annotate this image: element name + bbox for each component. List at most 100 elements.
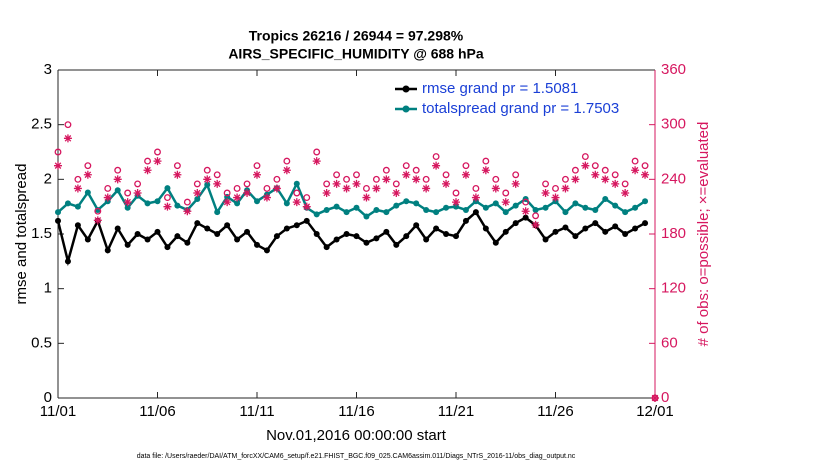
point — [602, 196, 609, 203]
y2-tick-label: 120 — [661, 280, 686, 297]
point — [562, 209, 569, 216]
y-tick-label: 0.5 — [31, 334, 52, 351]
obs-evaluated — [292, 198, 301, 207]
chart-subtitle: AIRS_SPECIFIC_HUMIDITY @ 688 hPa — [228, 46, 484, 62]
point — [632, 204, 639, 211]
obs-possible — [283, 157, 291, 165]
obs-evaluated — [372, 184, 381, 193]
obs-possible — [512, 171, 520, 179]
x-tick-label: 11/06 — [139, 403, 175, 420]
obs-evaluated — [203, 175, 212, 184]
point — [443, 204, 450, 211]
point — [154, 198, 161, 205]
point — [482, 225, 489, 232]
obs-possible — [591, 162, 599, 170]
obs-possible — [363, 184, 370, 192]
obs-possible — [631, 157, 639, 165]
x-axis-label: Nov.01,2016 00:00:00 start — [266, 427, 447, 444]
point — [502, 209, 509, 216]
point — [353, 233, 360, 240]
y2-tick-label: 300 — [661, 116, 686, 133]
footnote: data file: /Users/raeder/DAI/ATM_forcXX/… — [137, 453, 576, 460]
x-tick-label: 11/11 — [239, 403, 274, 420]
point — [214, 231, 221, 237]
obs-evaluated — [581, 161, 590, 170]
obs-possible — [571, 166, 579, 174]
point — [194, 196, 201, 203]
obs-possible — [114, 166, 122, 174]
obs-evaluated — [481, 166, 490, 175]
point — [144, 236, 151, 243]
obs-evaluated — [223, 198, 232, 207]
obs-evaluated — [641, 170, 650, 179]
point — [323, 206, 330, 213]
obs-evaluated — [362, 193, 371, 202]
point — [542, 236, 549, 243]
point — [582, 204, 589, 211]
obs-possible — [621, 180, 629, 188]
obs-possible — [313, 148, 321, 156]
point — [74, 222, 81, 229]
point — [283, 225, 290, 232]
obs-possible — [462, 162, 470, 170]
point — [204, 225, 211, 232]
obs-evaluated — [73, 184, 82, 193]
point — [393, 202, 400, 209]
obs-possible — [303, 194, 311, 202]
point — [293, 222, 300, 229]
obs-possible — [611, 171, 619, 179]
obs-possible — [293, 189, 301, 197]
obs-evaluated — [233, 193, 242, 202]
obs-evaluated — [631, 166, 640, 175]
obs-possible — [193, 180, 201, 188]
obs-possible — [532, 212, 540, 220]
obs-possible — [601, 166, 609, 174]
obs-evaluated — [253, 170, 261, 179]
point — [492, 239, 499, 246]
point — [642, 220, 649, 227]
point — [224, 222, 231, 229]
obs-possible — [402, 162, 410, 170]
obs-evaluated — [153, 157, 162, 166]
point — [303, 217, 310, 224]
y-tick-label: 2 — [44, 170, 52, 187]
obs-evaluated — [611, 179, 620, 188]
point — [542, 204, 549, 211]
point — [572, 200, 579, 207]
obs-possible — [562, 175, 569, 183]
y-tick-label: 1.5 — [31, 225, 52, 242]
point — [482, 204, 489, 211]
obs-possible — [104, 184, 112, 192]
point — [194, 220, 201, 227]
obs-possible — [502, 189, 510, 197]
point — [502, 228, 509, 235]
point — [462, 217, 469, 224]
point — [254, 198, 260, 205]
obs-evaluated — [302, 202, 311, 211]
point — [124, 204, 131, 211]
point — [313, 211, 320, 218]
obs-evaluated — [432, 161, 441, 170]
obs-evaluated — [412, 175, 421, 184]
point — [622, 231, 629, 237]
obs-possible — [452, 189, 460, 197]
obs-possible — [183, 198, 191, 206]
obs-possible — [233, 184, 241, 192]
obs-evaluated — [163, 202, 172, 211]
point — [263, 247, 270, 254]
obs-evaluated — [601, 175, 610, 184]
point — [582, 225, 589, 232]
y-tick-label: 1 — [44, 280, 52, 297]
x-tick-label: 11/16 — [338, 403, 374, 420]
point — [443, 231, 450, 237]
point — [373, 235, 380, 242]
obs-possible — [353, 171, 360, 179]
point — [632, 225, 639, 232]
chart-title: Tropics 26216 / 26944 = 97.298% — [249, 28, 464, 44]
obs-possible — [442, 171, 450, 179]
obs-evaluated — [591, 170, 600, 179]
obs-evaluated — [442, 179, 451, 188]
point — [144, 200, 151, 207]
point — [363, 239, 370, 246]
